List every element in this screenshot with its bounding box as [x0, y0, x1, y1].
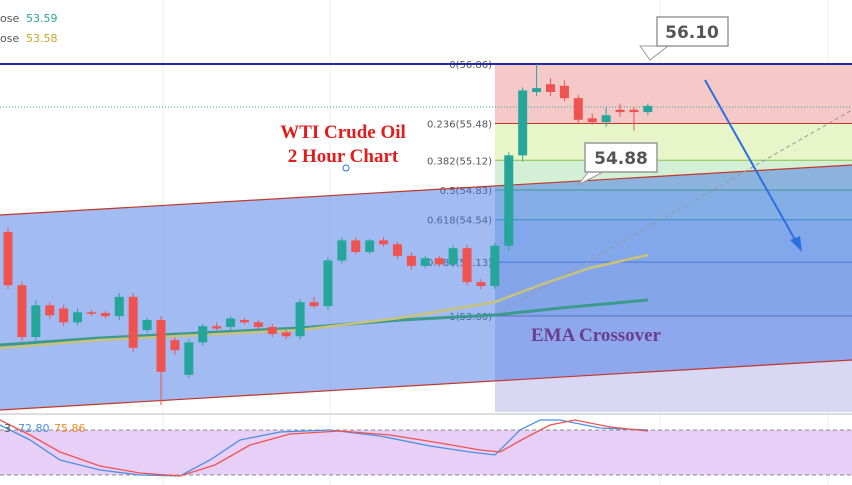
candle-body	[462, 248, 472, 283]
channel-top	[0, 164, 852, 216]
candle-body	[309, 302, 319, 307]
candle-body	[448, 248, 458, 265]
legend-label: ose	[0, 32, 19, 45]
callout-label: 56.10	[665, 23, 719, 43]
candle-body	[504, 155, 514, 246]
candle-body	[573, 98, 583, 120]
oscillator-band	[0, 430, 852, 475]
candle-body	[45, 305, 55, 316]
candle-body	[281, 332, 291, 337]
candle-body	[476, 282, 486, 287]
chart-subtitle: 2 Hour Chart	[288, 146, 399, 167]
candle-body	[170, 340, 180, 351]
annotation: EMA Crossover	[531, 325, 662, 346]
candles	[3, 64, 653, 406]
candle-body	[587, 118, 597, 123]
osc-label: 3	[4, 422, 11, 435]
candle-body	[420, 258, 430, 266]
candle-body	[643, 105, 653, 113]
fib-zone-band	[495, 64, 852, 124]
candle-body	[156, 320, 166, 372]
candle-body	[629, 109, 639, 113]
candle-body	[73, 312, 83, 323]
legend-value: 53.58	[26, 32, 58, 45]
callout-high: 56.10	[639, 16, 729, 61]
candle-body	[3, 231, 13, 286]
fib-label: 0(56.86)	[449, 60, 492, 71]
oscillator-legend: 3 72.80 75.86	[4, 422, 86, 435]
stoch-d	[0, 419, 649, 477]
arrow	[704, 79, 799, 246]
candle-body	[295, 302, 305, 337]
candle-body	[379, 240, 389, 245]
arrow-head	[790, 236, 802, 252]
candle-body	[17, 285, 27, 338]
candle-body	[239, 320, 249, 323]
candle-body	[532, 88, 542, 92]
candle-body	[128, 296, 138, 348]
candle-body	[559, 85, 569, 99]
candle-body	[337, 240, 347, 261]
stoch-k	[0, 419, 649, 477]
candle-body	[615, 109, 625, 113]
candle-body	[86, 312, 96, 314]
candle-body	[212, 326, 222, 329]
channel-bottom	[0, 359, 852, 411]
marker	[342, 164, 350, 172]
legend-label: ose	[0, 12, 19, 25]
candle-body	[365, 240, 375, 252]
candle-body	[184, 342, 194, 375]
candle-body	[253, 322, 263, 327]
fib-label: 0.382(55.12)	[427, 156, 492, 167]
candle-body	[545, 84, 555, 92]
candle-body	[601, 115, 611, 123]
chart-title: WTI Crude Oil	[280, 122, 406, 143]
candle-body	[198, 326, 208, 343]
osc-d: 75.86	[54, 422, 86, 435]
candle-body	[434, 258, 444, 265]
candle-body	[490, 245, 500, 287]
candle-body	[351, 240, 361, 252]
callout-mid: 54.88	[577, 142, 658, 186]
callout-label: 54.88	[594, 149, 648, 169]
candle-body	[267, 326, 277, 334]
candle-body	[114, 296, 124, 317]
candle-body	[406, 255, 416, 266]
channel	[0, 165, 852, 410]
candle-body	[31, 305, 41, 338]
osc-k: 72.80	[18, 422, 50, 435]
candle-body	[226, 318, 236, 327]
candle-body	[392, 244, 402, 256]
legend-value: 53.59	[26, 12, 58, 25]
fib-label: 0.236(55.48)	[427, 119, 492, 130]
candle-body	[518, 90, 528, 156]
candle-body	[100, 313, 110, 317]
trend-dashed	[494, 109, 852, 316]
legend: ose 53.59 ose 53.58	[0, 12, 58, 45]
candle-body	[323, 260, 333, 307]
fib-zone-band	[495, 123, 852, 161]
candle-body	[59, 308, 69, 323]
candle-body	[142, 320, 152, 331]
